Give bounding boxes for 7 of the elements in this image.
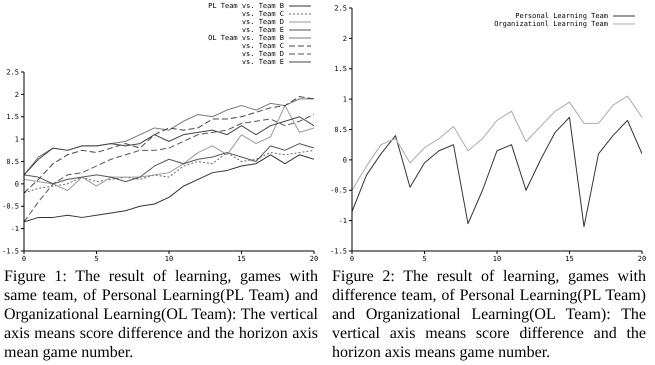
line-series xyxy=(24,114,314,222)
line-series xyxy=(352,96,642,191)
caption: Figure 2: The result of learning, games with difference team, of Personal Learning(PL Team) and Organizational Learning(OL Team): The vertical axis means score difference and the horizon axis means game number. xyxy=(332,267,646,362)
line-series xyxy=(24,154,314,222)
line-series xyxy=(24,150,314,194)
caption: Figure 1: The result of learning, games with same team, of Personal Learning(PL Team) and Organizational Learning(OL Team): The vertical axis means score difference and the horizon axis mean game number. xyxy=(4,267,318,362)
line-series xyxy=(352,116,642,228)
